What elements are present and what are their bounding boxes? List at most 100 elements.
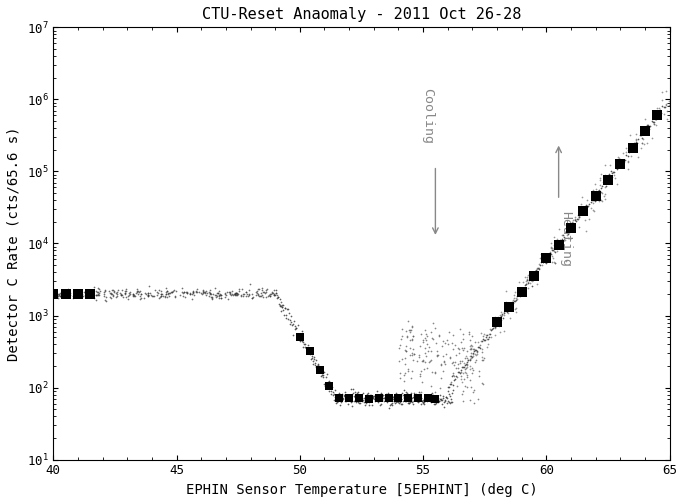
Point — [569, 215, 580, 223]
Point — [586, 196, 597, 204]
Point — [347, 385, 358, 393]
Point — [589, 194, 600, 202]
Point — [376, 392, 387, 400]
Point — [297, 337, 308, 345]
Point — [466, 369, 477, 377]
Point — [437, 342, 448, 350]
Point — [466, 354, 477, 362]
Point — [611, 156, 622, 164]
Point — [657, 88, 668, 96]
Point — [448, 358, 459, 366]
Point — [537, 261, 548, 269]
Point — [345, 398, 356, 406]
Point — [607, 169, 618, 177]
Point — [265, 291, 276, 299]
Point — [521, 273, 532, 281]
Point — [436, 360, 447, 368]
Point — [315, 367, 326, 375]
Point — [321, 370, 332, 379]
Point — [507, 297, 518, 305]
Point — [425, 357, 436, 365]
Point — [498, 327, 509, 335]
Point — [447, 386, 458, 394]
Point — [508, 299, 518, 307]
Point — [403, 365, 414, 373]
Point — [482, 331, 492, 339]
Point — [276, 301, 287, 309]
Point — [421, 352, 432, 360]
Point — [609, 171, 620, 179]
Point — [408, 350, 419, 358]
Point — [256, 284, 267, 292]
Point — [347, 397, 358, 405]
Point — [187, 288, 198, 296]
Point — [467, 344, 478, 352]
Point — [521, 280, 531, 288]
Point — [306, 349, 317, 357]
Point — [456, 368, 466, 376]
Point — [661, 101, 672, 109]
Point — [370, 395, 381, 403]
Point — [466, 364, 477, 372]
Point — [319, 368, 330, 376]
Point — [51, 291, 62, 299]
Point — [282, 314, 293, 323]
Point — [213, 294, 224, 302]
Point — [459, 368, 470, 376]
Point — [534, 264, 544, 272]
Point — [139, 293, 150, 301]
Point — [361, 390, 372, 398]
Point — [663, 101, 674, 109]
Point — [163, 289, 174, 297]
Point — [638, 130, 649, 138]
Point — [487, 326, 498, 334]
Point — [408, 345, 419, 353]
Point — [341, 397, 352, 405]
Point — [380, 393, 391, 401]
Point — [393, 344, 404, 352]
Point — [548, 245, 559, 254]
Point — [516, 286, 527, 294]
Point — [567, 224, 578, 232]
Point — [357, 394, 368, 402]
Point — [399, 346, 410, 354]
Point — [244, 286, 254, 294]
Point — [445, 399, 456, 407]
Point — [586, 204, 596, 212]
Point — [120, 287, 131, 295]
Point — [407, 322, 418, 330]
Point — [589, 192, 600, 200]
Point — [244, 290, 254, 298]
Point — [460, 352, 471, 360]
Point — [415, 388, 426, 396]
Point — [389, 397, 399, 405]
Point — [594, 181, 605, 190]
Point — [637, 139, 648, 147]
Point — [428, 395, 438, 403]
Point — [57, 292, 68, 300]
Point — [635, 144, 646, 152]
Point — [618, 158, 629, 166]
Point — [178, 288, 189, 296]
Point — [526, 282, 537, 290]
Point — [622, 158, 633, 166]
Point — [55, 289, 66, 297]
Point — [160, 288, 171, 296]
Point — [129, 291, 140, 299]
Point — [456, 344, 467, 352]
Point — [258, 293, 269, 301]
Point — [250, 290, 261, 298]
Point — [123, 289, 134, 297]
Point — [170, 286, 181, 294]
Point — [428, 319, 439, 327]
Point — [599, 178, 610, 186]
Point — [313, 361, 324, 369]
Point — [467, 366, 478, 374]
Point — [638, 140, 649, 148]
Point — [536, 259, 547, 267]
Point — [231, 290, 242, 298]
Point — [222, 288, 233, 296]
Point — [456, 390, 467, 398]
Point — [104, 287, 115, 295]
Point — [341, 396, 352, 404]
